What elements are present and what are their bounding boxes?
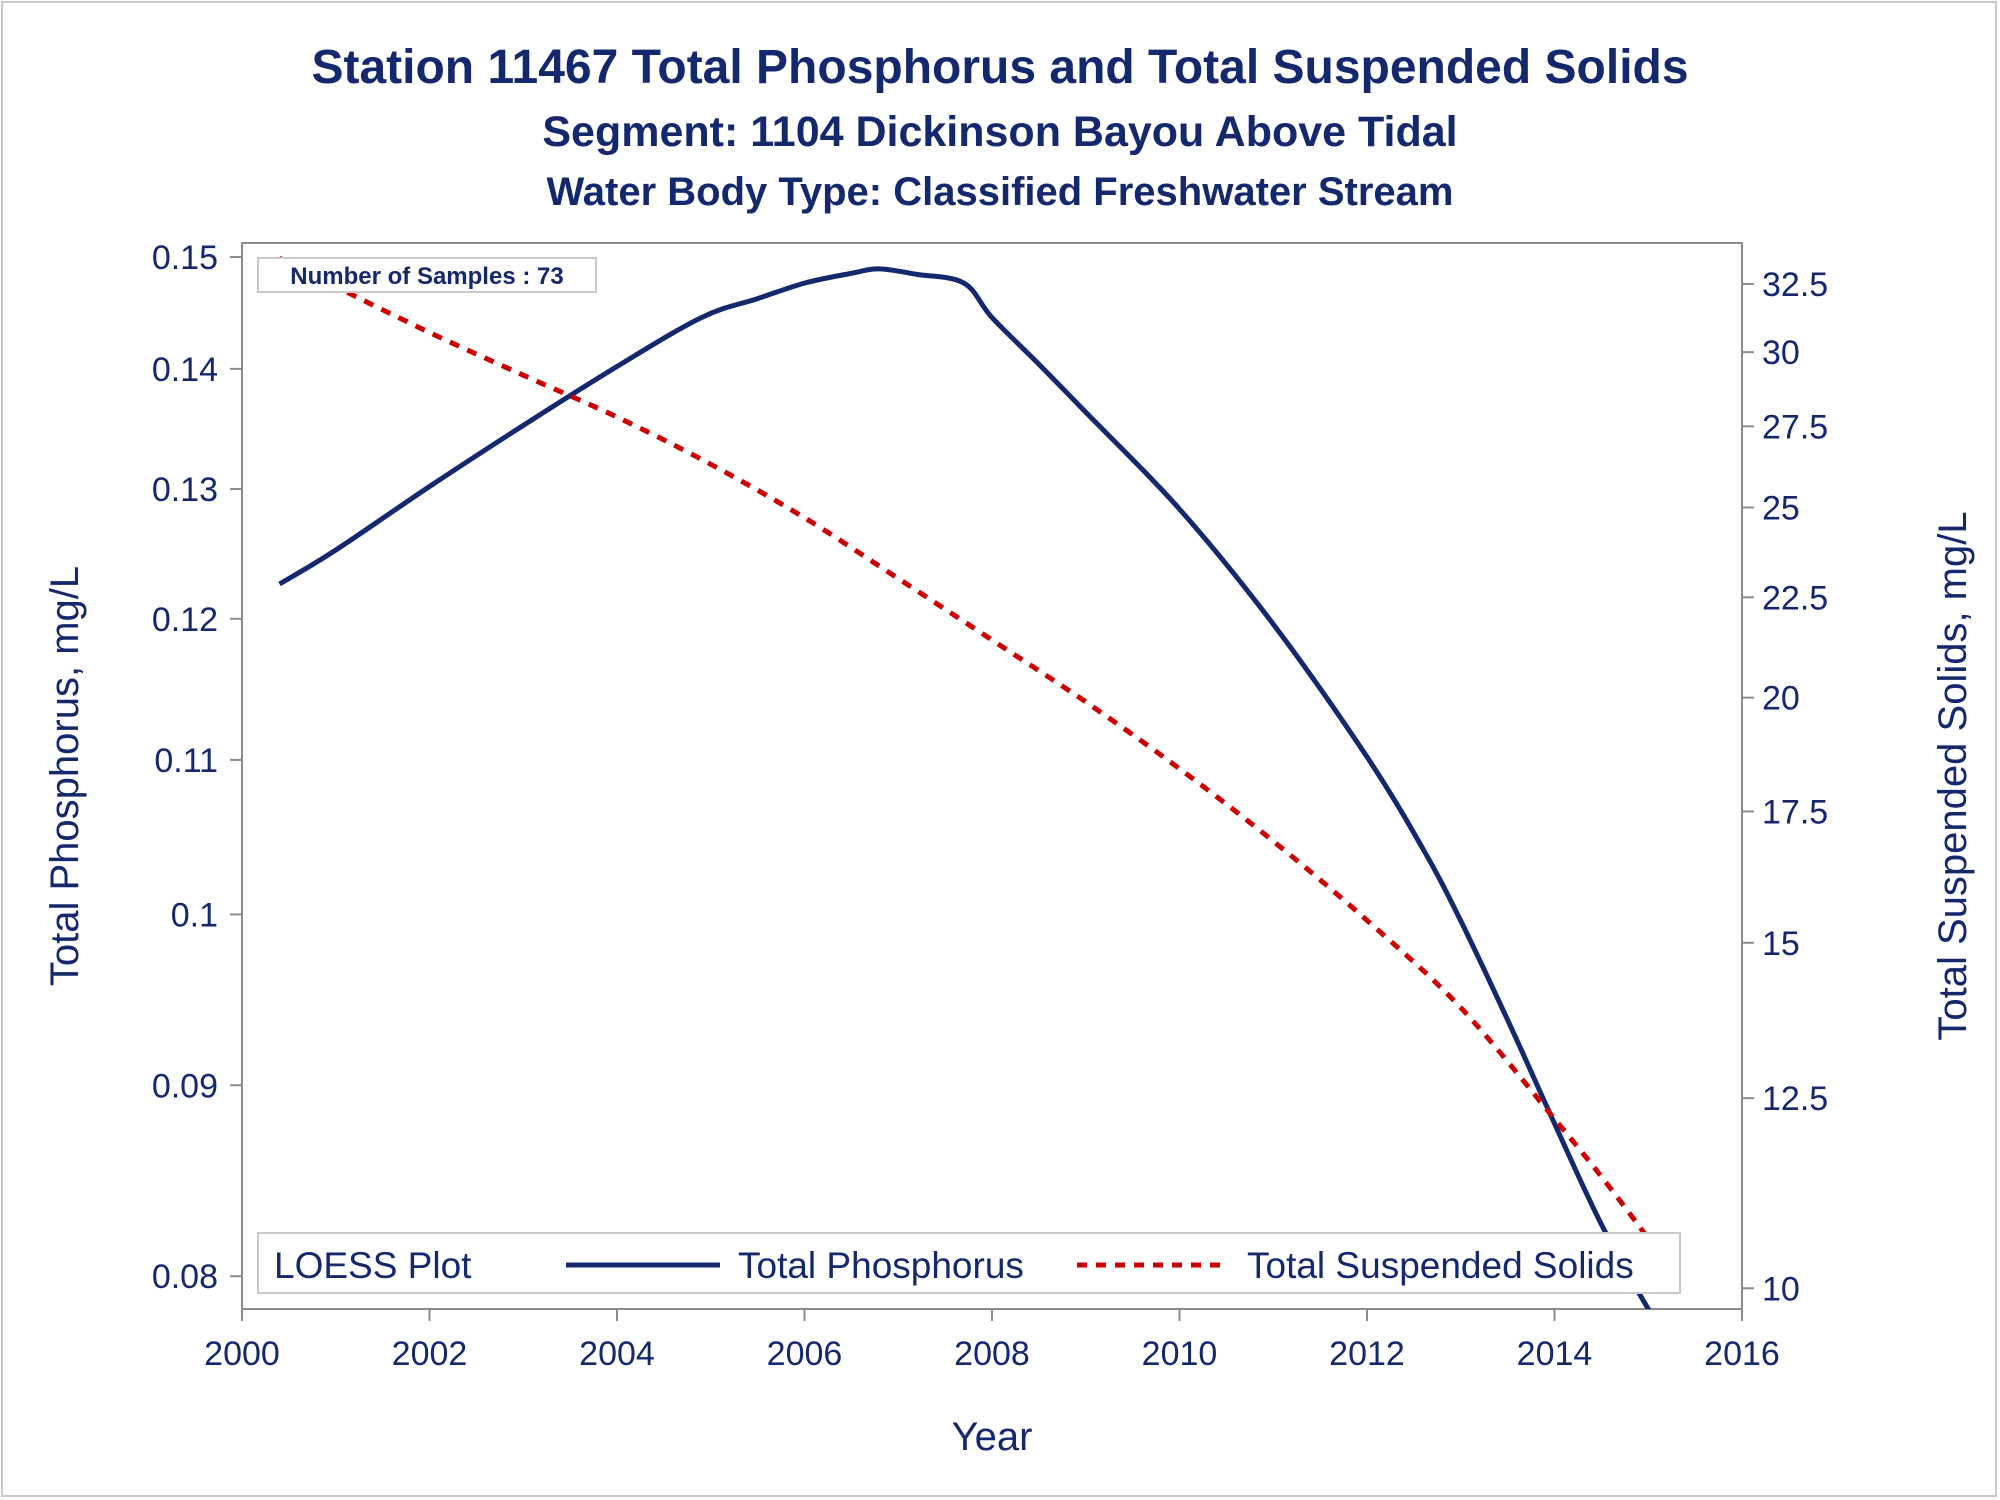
- y-right-tick-label-12-5: 12.5: [1762, 1080, 1828, 1118]
- x-axis: 2000 2002 2004 2006 2008 2010 2012 2014 2016: [204, 1309, 1780, 1373]
- x-axis-title: Year: [952, 1415, 1033, 1459]
- x-tick-label-2012: 2012: [1329, 1335, 1405, 1373]
- y-left-tick-label-0-12: 0.12: [152, 601, 218, 639]
- y-left-tick-label-0-14: 0.14: [152, 351, 218, 389]
- series-layer: [278, 255, 1679, 1309]
- y-left-tick-label-0-15: 0.15: [152, 239, 218, 277]
- y-left-tick-label-0-13: 0.13: [152, 471, 218, 509]
- x-tick-label-2000: 2000: [204, 1335, 280, 1373]
- y-axis-left-title: Total Phosphorus, mg/L: [43, 566, 87, 986]
- plot-area: [241, 242, 1743, 1310]
- sample-count-inset: Number of Samples : 73: [257, 257, 597, 293]
- x-tick-label-2014: 2014: [1517, 1335, 1593, 1373]
- y-right-tick-label-30: 30: [1762, 334, 1800, 372]
- y-right-tick-label-32-5: 32.5: [1762, 266, 1828, 304]
- legend-box: [257, 1232, 1681, 1294]
- y-right-tick-label-15: 15: [1762, 925, 1800, 963]
- x-tick-label-2010: 2010: [1142, 1335, 1218, 1373]
- y-left-tick-label-0-08: 0.08: [152, 1258, 218, 1296]
- x-tick-label-2008: 2008: [954, 1335, 1030, 1373]
- series-line-total-suspended-solids: [278, 255, 1679, 1282]
- x-tick-label-2002: 2002: [392, 1335, 468, 1373]
- y-axis-left: 0.08 0.09 0.1 0.11 0.12 0.13 0.14 0.15: [152, 239, 242, 1296]
- y-right-tick-label-10: 10: [1762, 1270, 1800, 1308]
- chart-subtitle-segment: Segment: 1104 Dickinson Bayou Above Tida…: [542, 108, 1458, 156]
- series-line-total-phosphorus: [278, 266, 1652, 1309]
- x-tick-label-2016: 2016: [1704, 1335, 1780, 1373]
- y-right-tick-label-22-5: 22.5: [1762, 579, 1828, 617]
- y-axis-right: 10 12.5 15 17.5 20 22.5 25 27.5 30 32.5: [1742, 266, 1828, 1308]
- chart-subtitle-waterbody: Water Body Type: Classified Freshwater S…: [546, 170, 1454, 214]
- y-left-tick-label-0-09: 0.09: [152, 1067, 218, 1105]
- y-left-tick-label-0-1: 0.1: [171, 896, 218, 934]
- y-right-tick-label-25: 25: [1762, 490, 1800, 528]
- y-left-tick-label-0-11: 0.11: [154, 742, 218, 780]
- legend-entry-total-suspended-solids: Total Suspended Solids: [1247, 1245, 1634, 1286]
- y-right-tick-label-17-5: 17.5: [1762, 793, 1828, 831]
- x-tick-label-2006: 2006: [767, 1335, 843, 1373]
- legend-title: LOESS Plot: [274, 1245, 472, 1286]
- y-right-tick-label-20: 20: [1762, 680, 1800, 718]
- y-right-tick-label-27-5: 27.5: [1762, 408, 1828, 446]
- legend-entry-total-phosphorus: Total Phosphorus: [738, 1245, 1024, 1286]
- x-tick-label-2004: 2004: [579, 1335, 655, 1373]
- sample-count-label: Number of Samples : 73: [290, 263, 563, 290]
- sample-count-box: [257, 257, 597, 293]
- legend: LOESS Plot Total Phosphorus Total Suspen…: [257, 1232, 1681, 1294]
- y-axis-right-title: Total Suspended Solids, mg/L: [1931, 511, 1975, 1040]
- chart-title: Station 11467 Total Phosphorus and Total…: [311, 41, 1689, 94]
